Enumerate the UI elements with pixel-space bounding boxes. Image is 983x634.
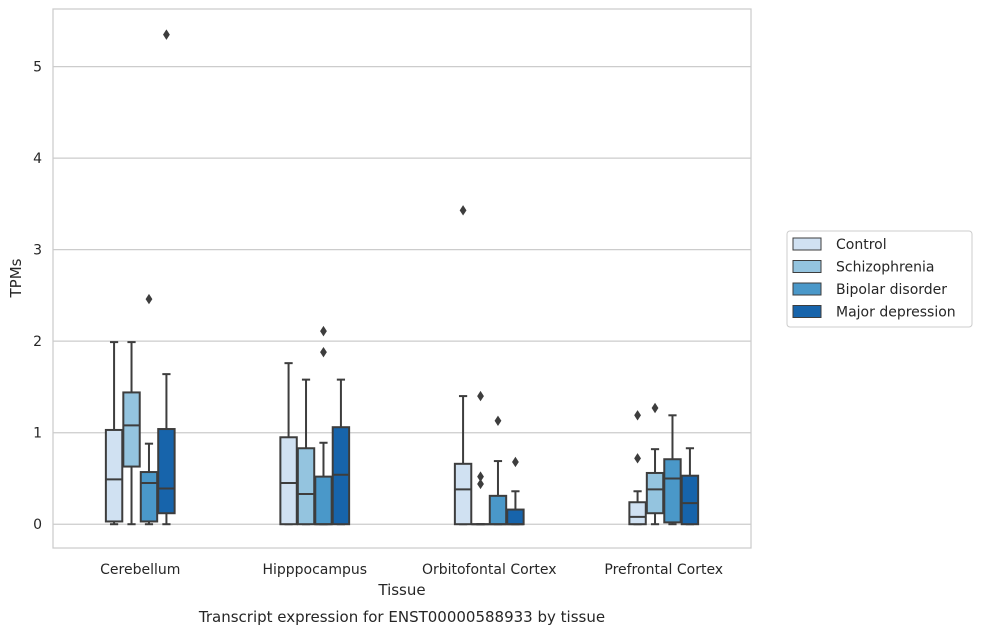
outlier-point bbox=[477, 390, 484, 402]
box-body bbox=[104, 428, 124, 523]
x-axis-label: Tissue bbox=[377, 581, 425, 599]
box-1-2 bbox=[314, 325, 333, 526]
y-tick-labels: 0 1 2 3 4 5 bbox=[33, 60, 42, 534]
box-1-1 bbox=[296, 378, 316, 526]
box-3-2 bbox=[663, 414, 682, 526]
legend-label: Control bbox=[836, 237, 887, 253]
x-tick-label: Orbitofontal Cortex bbox=[422, 562, 557, 578]
y-tick-label: 5 bbox=[33, 60, 42, 76]
y-tick-label: 0 bbox=[33, 517, 42, 533]
box-0-2 bbox=[139, 293, 159, 526]
box-body bbox=[488, 494, 508, 526]
box-body bbox=[296, 447, 316, 526]
outlier-point bbox=[145, 293, 153, 305]
legend-swatch bbox=[792, 260, 822, 273]
box-body bbox=[453, 462, 473, 526]
y-tick-label: 3 bbox=[33, 243, 42, 259]
box-1-0 bbox=[279, 362, 298, 526]
legend-label: Major depression bbox=[836, 305, 956, 321]
outlier-point bbox=[494, 415, 502, 426]
box-body bbox=[628, 501, 647, 526]
y-axis-label: TPMs bbox=[7, 258, 25, 298]
box-3-0 bbox=[628, 410, 647, 526]
legend-label: Bipolar disorder bbox=[836, 282, 947, 298]
box-body bbox=[314, 475, 333, 526]
outlier-point bbox=[320, 346, 327, 358]
plot-frame bbox=[52, 8, 752, 549]
box-body bbox=[680, 474, 700, 526]
box-3-3 bbox=[680, 447, 700, 526]
box-2-2 bbox=[488, 415, 508, 526]
legend-label: Schizophrenia bbox=[836, 260, 934, 276]
legend-swatch bbox=[792, 237, 822, 251]
y-tick-label: 2 bbox=[33, 334, 42, 350]
legend-swatch bbox=[792, 305, 822, 318]
box-0-0 bbox=[104, 341, 124, 526]
legend-swatch bbox=[792, 282, 822, 296]
y-tick-label: 4 bbox=[33, 151, 42, 167]
x-tick-label: Prefrontal Cortex bbox=[604, 562, 723, 578]
outlier-point bbox=[459, 205, 467, 216]
box-body bbox=[663, 458, 682, 524]
box-body bbox=[645, 471, 665, 515]
outlier-point bbox=[634, 410, 641, 421]
x-tick-label: Cerebellum bbox=[100, 562, 180, 578]
box-0-1 bbox=[122, 341, 141, 526]
boxes bbox=[104, 29, 700, 526]
outlier-point bbox=[512, 456, 519, 468]
x-tick-label: Hipppocampus bbox=[262, 562, 367, 578]
box-2-1 bbox=[471, 390, 490, 526]
chart-caption: Transcript expression for ENST0000058893… bbox=[198, 608, 605, 626]
legend-frame bbox=[786, 230, 973, 328]
outlier-point bbox=[477, 478, 484, 490]
box-body bbox=[279, 436, 298, 526]
box-body bbox=[139, 471, 159, 523]
legend: Control Schizophrenia Bipolar disorder Majo… bbox=[786, 230, 973, 328]
outlier-point bbox=[651, 402, 659, 414]
box-3-1 bbox=[645, 402, 665, 526]
box-2-0 bbox=[453, 205, 473, 526]
box-0-3 bbox=[157, 29, 176, 526]
outlier-point bbox=[477, 471, 484, 482]
box-body bbox=[122, 391, 141, 468]
box-2-3 bbox=[506, 456, 525, 526]
outlier-point bbox=[320, 325, 327, 337]
box-body bbox=[157, 428, 176, 515]
outlier-point bbox=[163, 29, 170, 40]
outlier-point bbox=[634, 453, 641, 464]
x-tick-labels: Cerebellum Hipppocampus Orbitofontal Corte… bbox=[100, 562, 723, 578]
y-tick-label: 1 bbox=[33, 426, 42, 442]
box-1-3 bbox=[331, 378, 351, 526]
box-body bbox=[506, 508, 525, 526]
